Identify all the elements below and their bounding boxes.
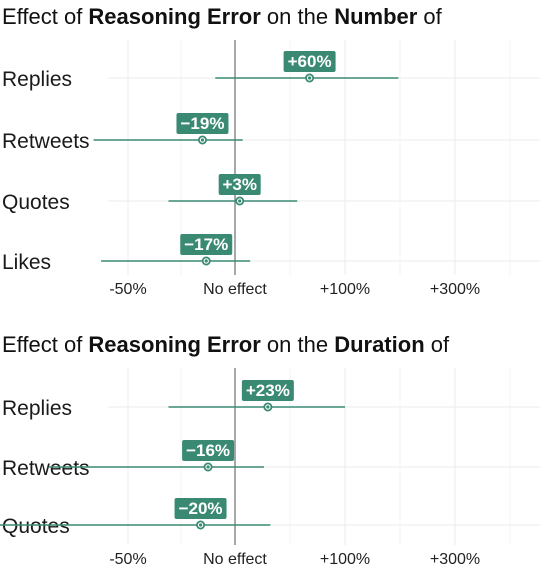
x-tick-label: +100% xyxy=(320,281,370,298)
effect-label: −16% xyxy=(186,441,230,460)
effect-label: −20% xyxy=(179,499,223,518)
category-label: Quotes xyxy=(2,515,70,538)
title-part: Effect of xyxy=(2,332,88,357)
chart-panel-1: Effect of Reasoning Error on the Number … xyxy=(2,4,540,298)
x-tick-label: +100% xyxy=(320,551,370,568)
x-tick-label: No effect xyxy=(203,551,267,568)
effect-badge xyxy=(241,380,294,401)
x-tick-label: -50% xyxy=(109,551,146,568)
title-part: Reasoning Error xyxy=(88,4,261,29)
effect-label: +60% xyxy=(288,52,332,71)
title-part: of xyxy=(417,4,442,29)
title-part: on the xyxy=(261,332,334,357)
category-label: Replies xyxy=(2,68,72,91)
category-label: Retweets xyxy=(2,130,90,153)
point-estimate-center xyxy=(204,259,208,263)
chart-title: Effect of Reasoning Error on the Duratio… xyxy=(2,332,450,357)
point-estimate-center xyxy=(206,465,210,469)
point-estimate-center xyxy=(238,199,242,203)
title-part: Reasoning Error xyxy=(88,332,261,357)
title-part: of xyxy=(425,332,450,357)
effect-badge xyxy=(174,498,227,519)
effect-label: −19% xyxy=(180,114,224,133)
chart-title: Effect of Reasoning Error on the Number … xyxy=(2,4,443,29)
category-label: Replies xyxy=(2,397,72,420)
x-tick-label: No effect xyxy=(203,281,267,298)
point-estimate-center xyxy=(200,138,205,142)
point-estimate-center xyxy=(307,76,312,80)
title-part: on the xyxy=(261,4,334,29)
effect-badge xyxy=(218,174,261,195)
category-label: Likes xyxy=(2,251,51,274)
effect-badge xyxy=(182,440,235,461)
title-part: Duration xyxy=(334,332,424,357)
effect-label: +3% xyxy=(222,175,257,194)
x-tick-label: +300% xyxy=(430,551,480,568)
category-label: Quotes xyxy=(2,191,70,214)
effect-label: +23% xyxy=(246,381,290,400)
point-estimate-center xyxy=(266,405,270,409)
effect-badge xyxy=(283,51,336,72)
title-part: Effect of xyxy=(2,4,88,29)
title-part: Number xyxy=(334,4,418,29)
category-label: Retweets xyxy=(2,457,90,480)
effect-badge xyxy=(180,234,233,255)
effect-label: −17% xyxy=(184,235,228,254)
point-estimate-center xyxy=(198,523,203,527)
effect-badge xyxy=(176,113,229,134)
x-tick-label: +300% xyxy=(430,281,480,298)
x-tick-label: -50% xyxy=(109,281,146,298)
chart-panel-2: Effect of Reasoning Error on the Duratio… xyxy=(0,332,540,568)
